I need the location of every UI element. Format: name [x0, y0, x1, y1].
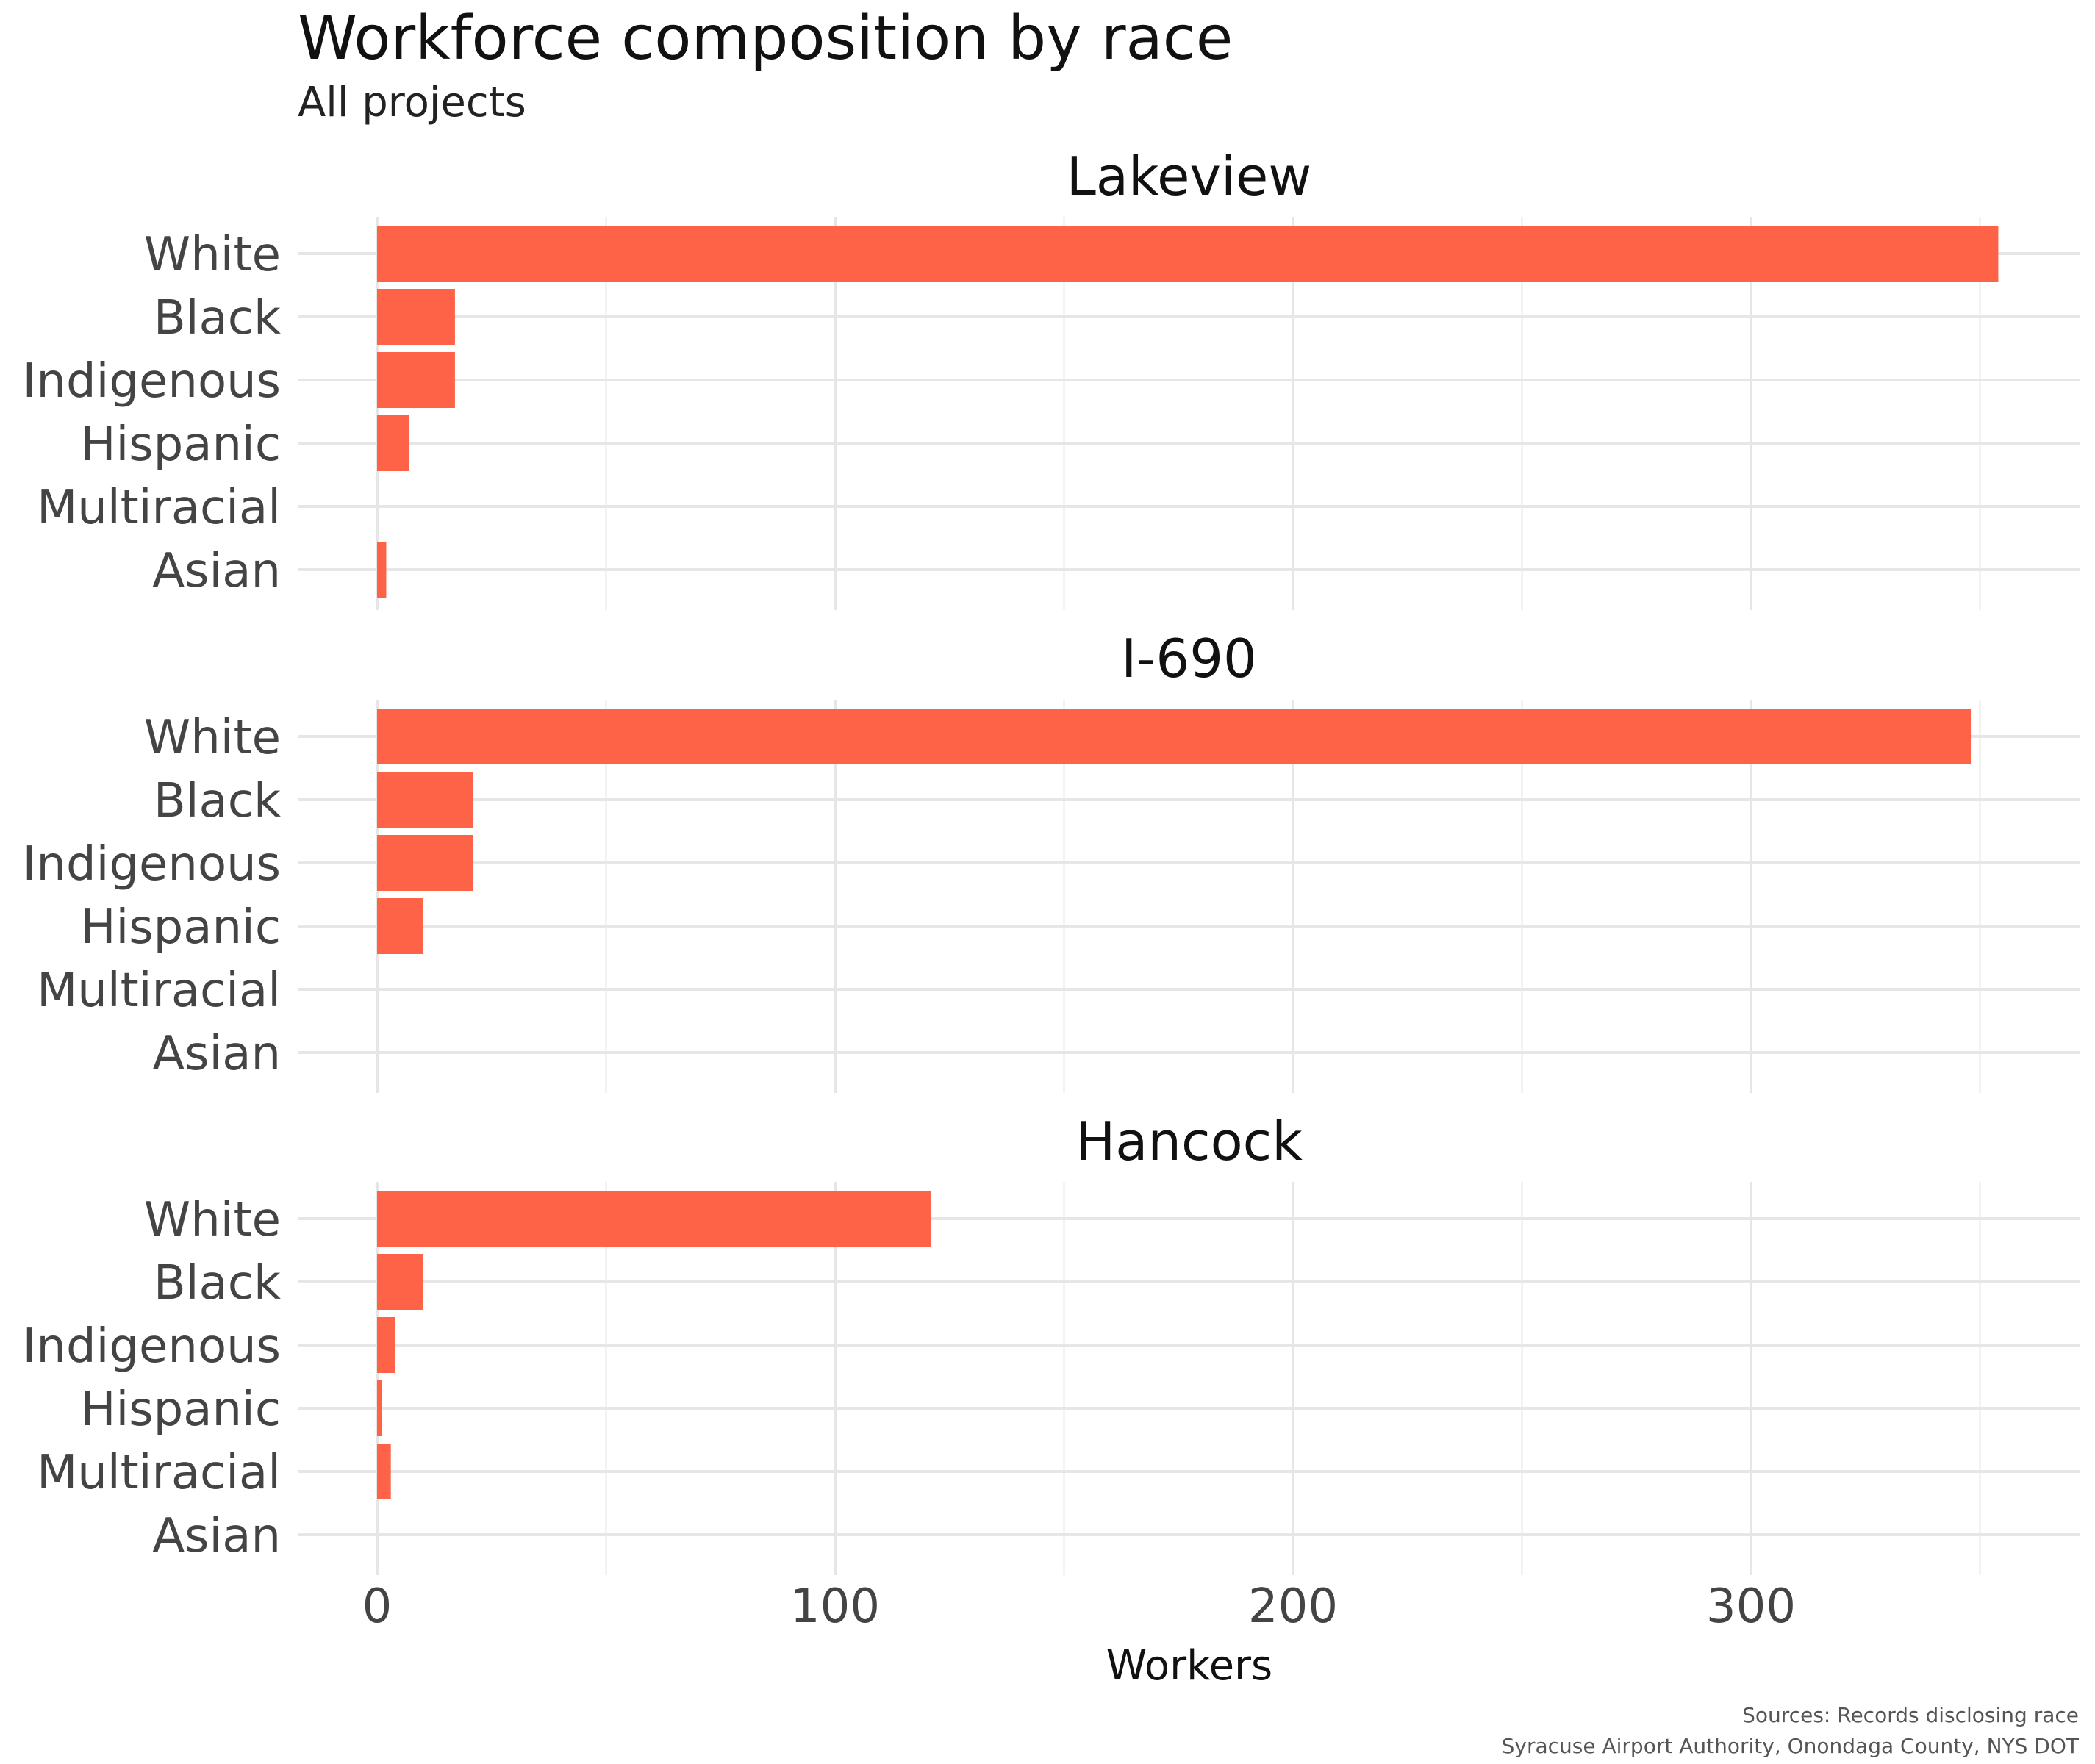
y-tick-label-asian: Asian	[152, 544, 281, 598]
bar-lakeview-white	[377, 226, 1999, 282]
y-tick-label-indigenous: Indigenous	[23, 1319, 281, 1374]
x-tick-label-0: 0	[362, 1580, 393, 1634]
y-tick-label-hispanic: Hispanic	[80, 900, 281, 955]
facet-panels: Lakeview White Black Indigenous Hispanic Mult…	[23, 146, 2080, 1575]
bar-hancock-white	[377, 1191, 931, 1247]
facet-title-i-690: I-690	[1121, 628, 1257, 689]
y-tick-label-black: Black	[154, 291, 281, 345]
x-tick-label-200: 200	[1248, 1580, 1338, 1634]
facet-title-hancock: Hancock	[1075, 1111, 1303, 1172]
bar-hancock-black	[377, 1254, 423, 1310]
x-tick-label-100: 100	[790, 1580, 880, 1634]
bar-lakeview-indigenous	[377, 352, 455, 408]
facet-i-690: I-690 White Black Indigenous Hispanic Multira…	[23, 628, 2080, 1093]
facet-hancock: Hancock White Black Indigenous Hispanic Multi…	[23, 1111, 2080, 1575]
y-tick-label-hispanic: Hispanic	[80, 1383, 281, 1437]
y-tick-label-indigenous: Indigenous	[23, 837, 281, 892]
chart-subtitle: All projects	[298, 79, 526, 126]
y-tick-label-multiracial: Multiracial	[37, 481, 281, 535]
y-tick-label-white: White	[144, 228, 281, 282]
y-tick-label-hispanic: Hispanic	[80, 417, 281, 472]
facet-title-lakeview: Lakeview	[1067, 146, 1311, 207]
x-tick-label-300: 300	[1706, 1580, 1796, 1634]
bar-lakeview-hispanic	[377, 415, 409, 471]
bar-i-690-black	[377, 772, 473, 828]
y-tick-label-multiracial: Multiracial	[37, 1446, 281, 1500]
bar-hancock-multiracial	[377, 1444, 391, 1499]
x-axis-label: Workers	[1106, 1642, 1272, 1690]
bar-i-690-indigenous	[377, 835, 473, 891]
y-tick-label-black: Black	[154, 774, 281, 828]
y-tick-label-asian: Asian	[152, 1509, 281, 1563]
bar-hancock-hispanic	[377, 1380, 382, 1436]
bar-hancock-indigenous	[377, 1317, 395, 1373]
bar-i-690-hispanic	[377, 898, 423, 954]
bar-i-690-white	[377, 709, 1972, 764]
caption-line-2: Syracuse Airport Authority, Onondaga Cou…	[1502, 1734, 2080, 1758]
chart-title: Workforce composition by race	[298, 4, 1233, 74]
y-tick-label-white: White	[144, 1193, 281, 1247]
caption-line-1: Sources: Records disclosing race	[1742, 1703, 2079, 1727]
y-tick-label-white: White	[144, 711, 281, 765]
y-tick-label-asian: Asian	[152, 1027, 281, 1081]
bar-lakeview-black	[377, 289, 455, 345]
y-tick-label-multiracial: Multiracial	[37, 964, 281, 1018]
bar-lakeview-asian	[377, 542, 387, 598]
y-tick-label-indigenous: Indigenous	[23, 354, 281, 409]
y-tick-label-black: Black	[154, 1256, 281, 1311]
x-axis: 0 100 200 300	[362, 1580, 1796, 1634]
facet-lakeview: Lakeview White Black Indigenous Hispanic Mult…	[23, 146, 2080, 610]
